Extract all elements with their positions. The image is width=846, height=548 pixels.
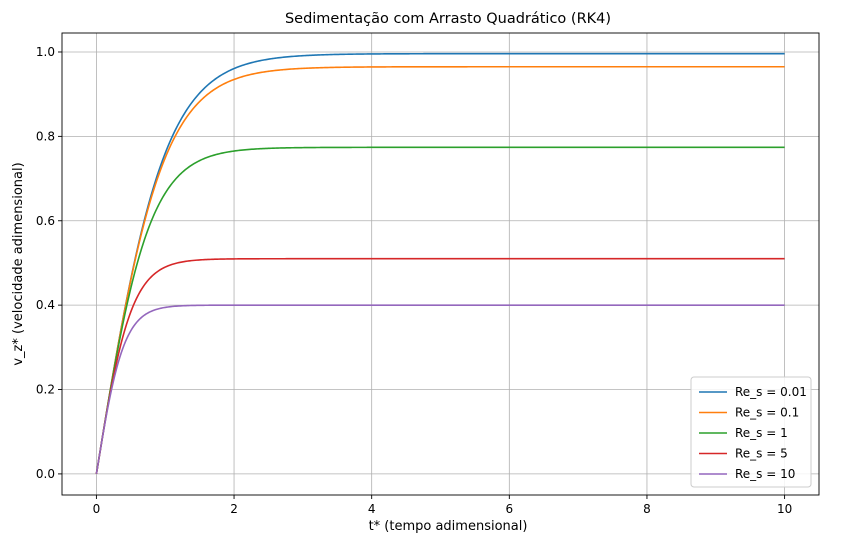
- y-tick-label: 0.2: [36, 383, 55, 397]
- legend-entry: Re_s = 0.1: [735, 406, 799, 420]
- legend-entry: Re_s = 5: [735, 447, 788, 461]
- series-line: [95, 304, 785, 475]
- x-tick-label: 10: [777, 502, 792, 516]
- y-tick-label: 0.6: [36, 214, 55, 228]
- series-lines: [95, 52, 785, 475]
- y-axis-label: v_z* (velocidade adimensional): [11, 162, 26, 365]
- y-tick-label: 1.0: [36, 45, 55, 59]
- y-axis-ticks: 0.0 0.2 0.4 0.6 0.8 1.0: [36, 45, 62, 481]
- chart-title: Sedimentação com Arrasto Quadrático (RK4…: [285, 11, 611, 27]
- legend-entry: Re_s = 1: [735, 426, 788, 440]
- series-line: [95, 65, 785, 475]
- y-tick-label: 0.4: [36, 298, 55, 312]
- x-tick-label: 4: [368, 502, 376, 516]
- x-tick-label: 0: [93, 502, 101, 516]
- legend-entry: Re_s = 0.01: [735, 385, 807, 399]
- x-axis-ticks: 0 2 4 6 8 10: [93, 495, 792, 516]
- x-tick-label: 2: [230, 502, 238, 516]
- y-tick-label: 0.0: [36, 467, 55, 481]
- x-tick-label: 6: [505, 502, 513, 516]
- series-line: [95, 146, 785, 475]
- legend: Re_s = 0.01 Re_s = 0.1 Re_s = 1 Re_s = 5 Re_…: [690, 376, 812, 488]
- legend-entry: Re_s = 10: [735, 467, 795, 481]
- y-tick-label: 0.8: [36, 129, 55, 143]
- x-tick-label: 8: [643, 502, 651, 516]
- x-axis-label: t* (tempo adimensional): [369, 519, 528, 534]
- legend-box: [690, 376, 812, 488]
- series-line: [95, 257, 785, 475]
- plot-frame: [61, 32, 820, 496]
- series-line: [95, 52, 785, 475]
